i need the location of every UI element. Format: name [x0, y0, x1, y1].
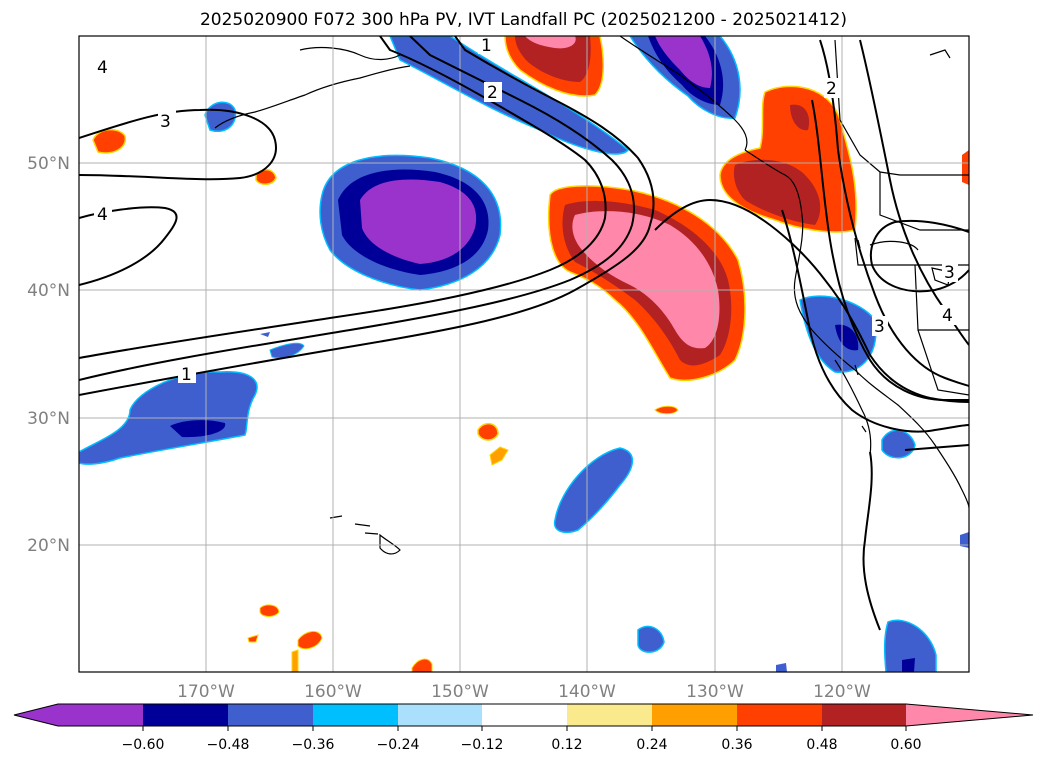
colorbar-tick-label: −0.24 [377, 737, 420, 753]
pv-contours [79, 36, 969, 631]
negative-anomaly-region-baja [637, 295, 969, 672]
colorbar-segment-3 [313, 704, 398, 726]
map-area: 4 3 4 1 2 1 2 3 3 4 [79, 36, 969, 672]
contour-label-4-north: 4 [97, 58, 108, 78]
lon-label-130w: 130°W [686, 682, 744, 702]
colorbar-segment-5 [482, 704, 567, 726]
lat-label-20n: 20°N [27, 536, 70, 556]
map-frame [78, 35, 970, 673]
contour-label-1-north: 1 [481, 36, 492, 56]
latitude-labels: 50°N 40°N 30°N 20°N [27, 154, 70, 556]
colorbar-segment-9 [822, 704, 906, 726]
colorbar-left-extend [14, 704, 58, 726]
contour-label-4-inland: 4 [942, 306, 953, 326]
longitude-labels: 170°W 160°W 150°W 140°W 130°W 120°W [177, 682, 871, 702]
colorbar: −0.60 −0.48 −0.36 −0.24 −0.12 0.12 0.24 … [13, 703, 1034, 753]
lon-label-160w: 160°W [304, 682, 362, 702]
coastline-layer [214, 36, 969, 555]
colorbar-segment-7 [652, 704, 737, 726]
contour-label-3-inland: 3 [944, 263, 955, 283]
colorbar-tick-label: 0.60 [890, 737, 921, 753]
colorbar-tick-label: −0.12 [461, 737, 504, 753]
negative-anomaly-region-subtropical [553, 447, 634, 533]
lat-label-40n: 40°N [27, 281, 70, 301]
lon-label-170w: 170°W [177, 682, 235, 702]
colorbar-tick-label: −0.60 [122, 737, 165, 753]
lon-label-140w: 140°W [558, 682, 616, 702]
colorbar-segment-8 [737, 704, 822, 726]
colorbar-segment-1 [143, 704, 228, 726]
colorbar-tick-label: 0.48 [806, 737, 837, 753]
contour-label-1-southwest: 1 [181, 365, 192, 385]
positive-anomaly-region-northeast [504, 36, 969, 233]
colorbar-tick-label: 0.12 [551, 737, 582, 753]
colorbar-segment-4 [398, 704, 482, 726]
map-title: 2025020900 F072 300 hPa PV, IVT Landfall… [199, 10, 847, 30]
lon-label-120w: 120°W [813, 682, 871, 702]
colorbar-tick-label: 0.36 [721, 737, 752, 753]
contour-label-2-gulf: 2 [487, 83, 498, 103]
contour-label-3-coast: 3 [874, 317, 885, 337]
colorbar-tick-label: −0.48 [207, 737, 250, 753]
contour-label-3-west: 3 [160, 112, 171, 132]
lon-label-150w: 150°W [431, 682, 489, 702]
contour-labels: 4 3 4 1 2 1 2 3 3 4 [94, 36, 958, 385]
colorbar-segment-2 [228, 704, 313, 726]
lat-label-50n: 50°N [27, 154, 70, 174]
positive-anomaly-region-small [92, 128, 679, 672]
colorbar-tick-label: 0.24 [636, 737, 667, 753]
colorbar-tick-label: −0.36 [292, 737, 335, 753]
contour-label-4-west: 4 [97, 205, 108, 225]
lat-label-30n: 30°N [27, 409, 70, 429]
colorbar-segment-0 [58, 704, 143, 726]
contour-label-2-coast: 2 [826, 79, 837, 99]
colorbar-right-extend [906, 704, 1033, 726]
negative-anomaly-region-central [319, 154, 502, 291]
colorbar-segment-6 [567, 704, 652, 726]
